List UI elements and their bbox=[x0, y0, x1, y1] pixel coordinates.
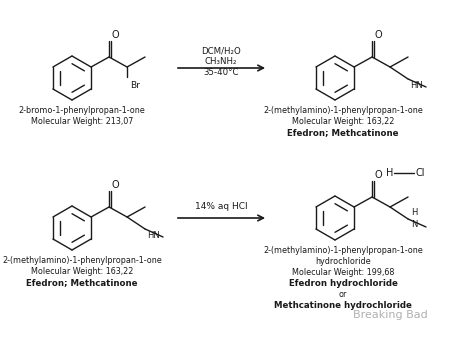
Text: HN: HN bbox=[410, 81, 423, 90]
Text: Molecular Weight: 163,22: Molecular Weight: 163,22 bbox=[292, 117, 394, 126]
Text: DCM/H₂O: DCM/H₂O bbox=[201, 46, 241, 55]
Text: CH₃NH₂: CH₃NH₂ bbox=[205, 57, 237, 66]
Text: O: O bbox=[374, 170, 382, 180]
Text: Efedron; Methcatinone: Efedron; Methcatinone bbox=[26, 278, 138, 287]
Text: H: H bbox=[411, 208, 418, 217]
Text: Methcatinone hydrochloride: Methcatinone hydrochloride bbox=[274, 301, 412, 310]
Text: Cl: Cl bbox=[415, 168, 425, 178]
Text: O: O bbox=[111, 180, 118, 190]
Text: O: O bbox=[374, 30, 382, 40]
Text: 14% aq HCl: 14% aq HCl bbox=[195, 202, 247, 211]
Text: 2-bromo-1-phenylpropan-1-one: 2-bromo-1-phenylpropan-1-one bbox=[18, 106, 146, 115]
Text: O: O bbox=[111, 30, 118, 40]
Text: Molecular Weight: 199,68: Molecular Weight: 199,68 bbox=[292, 268, 394, 277]
Text: 2-(methylamino)-1-phenylpropan-1-one: 2-(methylamino)-1-phenylpropan-1-one bbox=[263, 246, 423, 255]
Text: 35-40°C: 35-40°C bbox=[203, 68, 239, 77]
Text: HN: HN bbox=[147, 231, 160, 240]
Text: Molecular Weight: 213,07: Molecular Weight: 213,07 bbox=[31, 117, 133, 126]
Text: Br: Br bbox=[130, 81, 140, 90]
Text: Molecular Weight: 163,22: Molecular Weight: 163,22 bbox=[31, 267, 133, 276]
Text: Breaking Bad: Breaking Bad bbox=[353, 310, 428, 320]
Text: 2-(methylamino)-1-phenylpropan-1-one: 2-(methylamino)-1-phenylpropan-1-one bbox=[2, 256, 162, 265]
Text: Efedron; Methcatinone: Efedron; Methcatinone bbox=[287, 128, 399, 137]
Text: H: H bbox=[386, 168, 393, 178]
Text: Efedron hydrochloride: Efedron hydrochloride bbox=[289, 279, 397, 288]
Text: or: or bbox=[339, 290, 347, 299]
Text: N: N bbox=[411, 220, 418, 229]
Text: hydrochloride: hydrochloride bbox=[315, 257, 371, 266]
Text: 2-(methylamino)-1-phenylpropan-1-one: 2-(methylamino)-1-phenylpropan-1-one bbox=[263, 106, 423, 115]
